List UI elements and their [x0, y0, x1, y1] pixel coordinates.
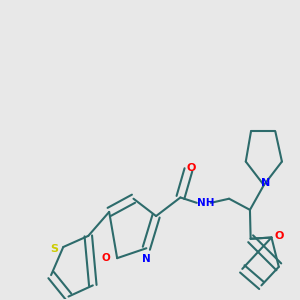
Text: S: S — [50, 244, 58, 254]
Text: O: O — [102, 253, 111, 263]
Text: NH: NH — [197, 198, 215, 208]
Text: O: O — [274, 231, 284, 241]
Text: N: N — [142, 254, 151, 264]
Text: N: N — [261, 178, 270, 188]
Text: O: O — [187, 163, 196, 173]
